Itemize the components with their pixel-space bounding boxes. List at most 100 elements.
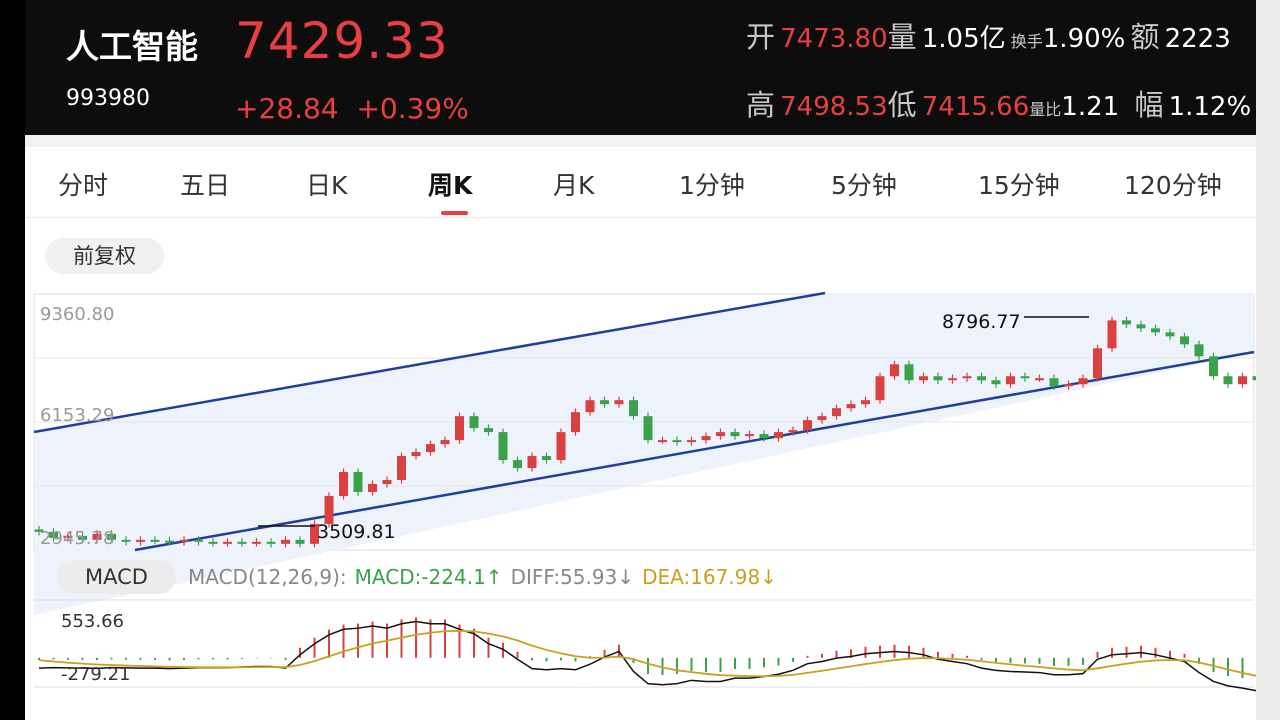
candle-down	[49, 531, 58, 538]
macd-legend: MACD(12,26,9): MACD:-224.1↑ DIFF:55.93↓ DEA…	[188, 565, 785, 589]
candle-up	[252, 541, 261, 544]
open-value: 7473.80	[780, 24, 888, 54]
candle-down	[498, 432, 508, 461]
change-percent: +0.39%	[356, 92, 469, 125]
tab-weekly-k[interactable]: 周K	[428, 171, 473, 200]
vol-ratio-value: 1.21	[1061, 92, 1120, 122]
candle-down	[150, 539, 160, 542]
candle-up	[310, 523, 319, 544]
candle-up	[455, 416, 464, 441]
stats-row-2: 高 7498.53低 7415.66量比1.21 幅 1.12%	[746, 82, 1251, 124]
candle-down	[107, 533, 116, 540]
candle-down	[237, 541, 247, 544]
amplitude-value: 1.12%	[1168, 92, 1252, 122]
candlestick-series	[34, 316, 1256, 548]
tab-120min[interactable]: 120分钟	[1124, 171, 1222, 200]
price-change: +28.84 +0.39%	[235, 92, 469, 125]
candle-up	[687, 440, 696, 443]
high-value: 7498.53	[780, 92, 888, 122]
quote-header: 人工智能 7429.33 993980 +28.84 +0.39% 开 7473…	[25, 0, 1256, 135]
channel-fill	[34, 293, 1254, 615]
candle-down	[1209, 356, 1218, 377]
candle-up	[223, 541, 232, 544]
turnover-label: 换手	[1010, 32, 1043, 51]
candle-up	[875, 376, 885, 401]
candle-down	[78, 535, 87, 540]
candle-up	[63, 535, 73, 538]
candle-up	[281, 539, 290, 544]
candle-down	[34, 529, 44, 532]
tabs-separator	[25, 135, 1256, 147]
vol-ratio-label: 量比	[1029, 100, 1062, 119]
high-label: 高	[746, 88, 776, 122]
macd-histogram	[38, 617, 1244, 679]
stock-detail-screen: 人工智能 7429.33 993980 +28.84 +0.39% 开 7473…	[25, 0, 1256, 720]
candle-up	[1078, 378, 1088, 385]
candle-up	[92, 533, 102, 540]
candle-down	[933, 376, 943, 381]
macd-y-tick-min: -279.21	[61, 664, 130, 685]
tab-five-day[interactable]: 五日	[180, 171, 231, 200]
candle-up	[890, 364, 899, 377]
candle-up	[397, 456, 406, 480]
tab-1min[interactable]: 1分钟	[679, 171, 745, 200]
right-scrollbar[interactable]	[1256, 0, 1280, 720]
candle-up	[585, 400, 595, 413]
candle-down	[991, 380, 1001, 385]
tab-daily-k[interactable]: 日K	[306, 171, 348, 200]
candle-up	[832, 408, 841, 417]
candle-down	[1151, 328, 1160, 333]
candle-up	[382, 479, 392, 484]
amplitude-label: 幅	[1134, 88, 1164, 122]
candle-down	[1049, 378, 1059, 387]
change-value: +28.84	[235, 92, 339, 125]
candle-down	[353, 472, 363, 492]
volume-label: 量	[887, 20, 917, 54]
candle-down	[1122, 320, 1131, 325]
candle-down	[484, 428, 493, 433]
candle-down	[1136, 324, 1146, 329]
candle-up	[948, 378, 957, 381]
candle-up	[440, 440, 450, 445]
tab-divider	[25, 217, 1256, 218]
candle-up	[339, 472, 348, 496]
candle-up	[774, 432, 783, 439]
candle-down	[600, 400, 609, 405]
candle-up	[803, 420, 812, 431]
candle-up	[745, 434, 754, 437]
tab-monthly-k[interactable]: 月K	[553, 171, 595, 200]
candle-up	[701, 436, 711, 441]
candle-up	[1238, 376, 1247, 385]
candle-up	[1035, 378, 1044, 381]
forward-adjust-button[interactable]: 前复权	[45, 238, 164, 274]
amount-label: 额	[1130, 20, 1160, 54]
candle-up	[962, 376, 972, 379]
kline-chart[interactable]: 9360.80 6153.29 2945.78 8796.77 3509.81 …	[25, 290, 1256, 700]
candle-down	[266, 541, 276, 544]
tab-5min[interactable]: 5分钟	[831, 171, 897, 200]
candle-up	[179, 539, 189, 542]
candle-down	[672, 440, 682, 443]
candle-down	[1180, 336, 1189, 345]
volume-value: 1.05亿	[921, 24, 1006, 54]
macd-value: MACD:-224.1↑	[354, 565, 503, 589]
candle-down	[1223, 376, 1233, 385]
macd-y-tick-max: 553.66	[61, 611, 124, 632]
low-annotation: 3509.81	[317, 521, 396, 543]
candle-down	[629, 400, 638, 417]
candle-down	[643, 416, 653, 441]
candle-up	[919, 376, 928, 381]
current-price: 7429.33	[235, 12, 449, 70]
candle-up	[1064, 384, 1073, 387]
stock-code: 993980	[66, 86, 150, 111]
tab-15min[interactable]: 15分钟	[978, 171, 1060, 200]
candle-up	[571, 412, 580, 433]
stock-name: 人工智能	[66, 27, 198, 66]
tab-timeshare[interactable]: 分时	[58, 171, 109, 200]
candle-down	[1194, 344, 1204, 357]
candle-down	[208, 541, 218, 544]
macd-indicator-button[interactable]: MACD	[57, 560, 176, 594]
candle-up	[426, 444, 435, 453]
candle-up	[411, 452, 421, 457]
diff-value: DIFF:55.93↓	[510, 565, 635, 589]
